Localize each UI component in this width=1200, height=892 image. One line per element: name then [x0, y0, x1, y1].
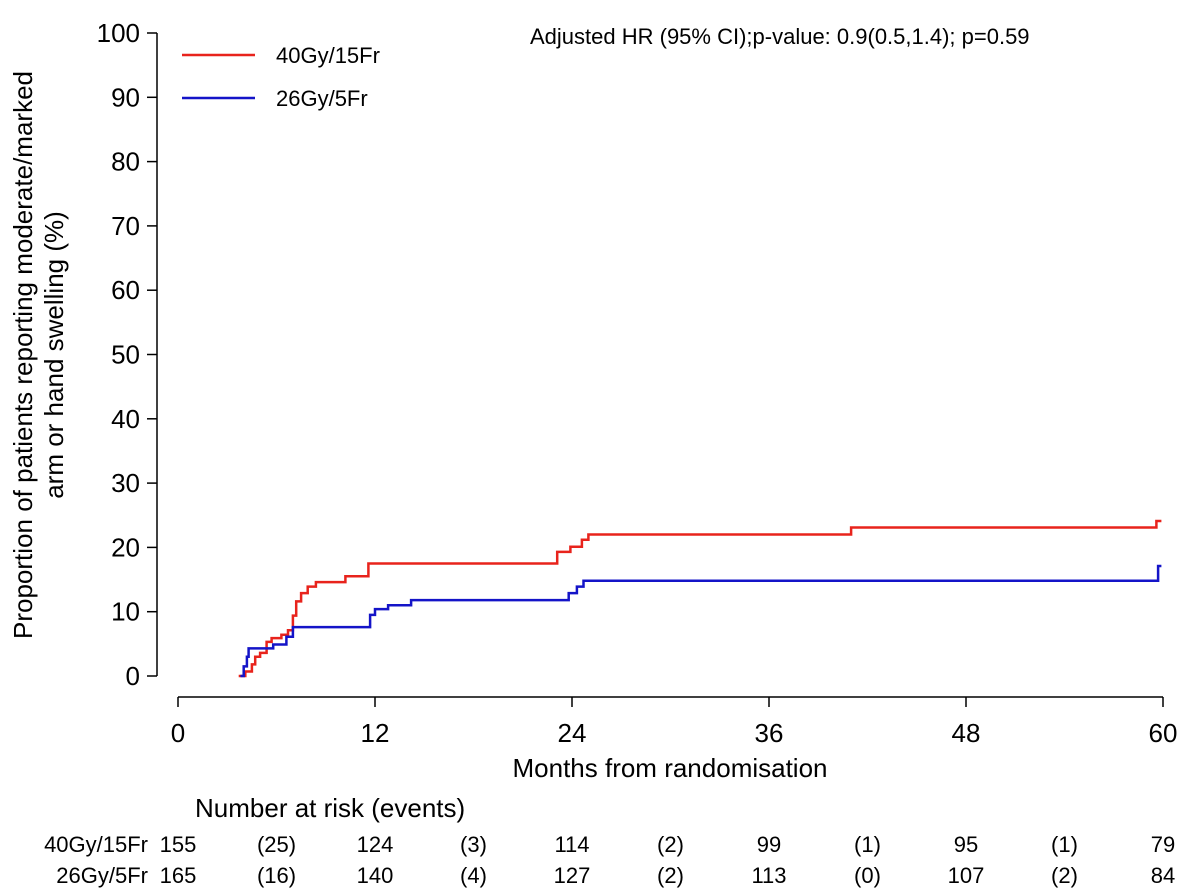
risk-cell: 124 — [357, 832, 394, 857]
risk-cell: 79 — [1151, 832, 1175, 857]
risk-table: 40Gy/15Fr 155 (25) 124 (3) 114 (2) 99 (1) 95 (1) 79… — [44, 832, 1175, 888]
risk-cell: 107 — [948, 863, 985, 888]
legend-label-40gy: 40Gy/15Fr — [276, 43, 380, 68]
risk-cell: (0) — [854, 863, 881, 888]
risk-cell: 165 — [160, 863, 197, 888]
x-tick-label: 48 — [952, 718, 981, 748]
y-tick-label: 40 — [111, 404, 140, 434]
x-ticks: 0 12 24 36 48 60 — [171, 697, 1178, 748]
risk-cell: (1) — [854, 832, 881, 857]
risk-cell: 113 — [751, 863, 786, 888]
legend-label-26gy: 26Gy/5Fr — [276, 86, 368, 111]
risk-cell: (2) — [657, 863, 684, 888]
y-tick-label: 20 — [111, 532, 140, 562]
y-tick-label: 60 — [111, 275, 140, 305]
risk-cell: (25) — [257, 832, 296, 857]
x-tick-label: 36 — [755, 718, 784, 748]
y-tick-label: 70 — [111, 211, 140, 241]
risk-cell: (2) — [1051, 863, 1078, 888]
x-tick-label: 24 — [558, 718, 587, 748]
y-ticks: 0 10 20 30 40 50 60 70 80 90 100 — [97, 18, 157, 691]
series-layer — [238, 519, 1162, 678]
x-tick-label: 60 — [1149, 718, 1178, 748]
risk-cell: (1) — [1051, 832, 1078, 857]
risk-row-label: 40Gy/15Fr — [44, 832, 148, 857]
x-axis-label: Months from randomisation — [512, 753, 827, 783]
y-tick-label: 50 — [111, 340, 140, 370]
y-tick-label: 100 — [97, 18, 140, 48]
risk-table-title: Number at risk (events) — [195, 793, 465, 823]
series-line-26gy — [240, 564, 1162, 678]
risk-cell: 99 — [757, 832, 781, 857]
y-axis-label-line-1: Proportion of patients reporting moderat… — [8, 71, 38, 639]
risk-cell: (2) — [657, 832, 684, 857]
hr-annotation: Adjusted HR (95% CI);p-value: 0.9(0.5,1.… — [530, 24, 1030, 49]
y-tick-label: 90 — [111, 82, 140, 112]
risk-cell: 114 — [554, 832, 589, 857]
risk-cell: (16) — [257, 863, 296, 888]
series-line-40gy — [238, 519, 1162, 678]
risk-row-label: 26Gy/5Fr — [56, 863, 148, 888]
risk-cell: 95 — [954, 832, 978, 857]
y-tick-label: 30 — [111, 468, 140, 498]
y-axis-label: Proportion of patients reporting moderat… — [8, 71, 69, 639]
risk-cell: 155 — [160, 832, 197, 857]
x-tick-label: 12 — [361, 718, 390, 748]
risk-cell: 84 — [1151, 863, 1175, 888]
y-tick-label: 80 — [111, 147, 140, 177]
x-tick-label: 0 — [171, 718, 185, 748]
y-axis-label-line-2: arm or hand swelling (%) — [39, 211, 69, 499]
risk-cell: 140 — [357, 863, 394, 888]
risk-cell: (3) — [460, 832, 487, 857]
y-tick-label: 0 — [126, 661, 140, 691]
legend: 40Gy/15Fr 26Gy/5Fr — [182, 43, 380, 111]
risk-cell: 127 — [554, 863, 591, 888]
risk-cell: (4) — [460, 863, 487, 888]
y-tick-label: 10 — [111, 597, 140, 627]
